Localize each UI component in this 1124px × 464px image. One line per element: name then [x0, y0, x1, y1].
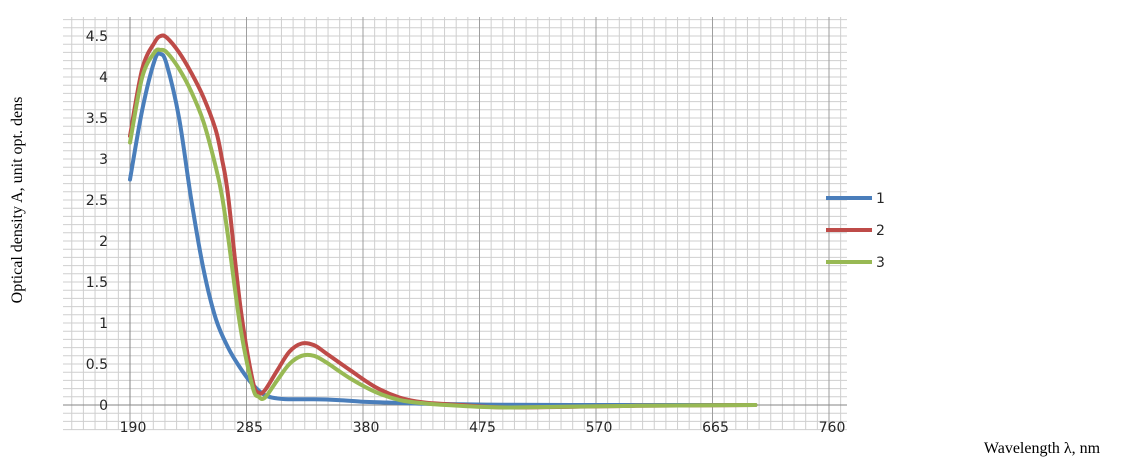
y-tick-label: 0	[99, 398, 108, 414]
grid-lines	[63, 17, 847, 431]
legend-label-1: 1	[876, 191, 885, 207]
series-line-3	[128, 47, 758, 410]
y-tick-label: 3	[99, 152, 108, 168]
x-tick-label: 190	[120, 420, 147, 436]
y-tick-label: 1.5	[86, 275, 108, 291]
legend-label-3: 3	[876, 255, 885, 271]
series-line-2	[128, 33, 758, 410]
tick-labels: 0 0.5 1 1.5 2 2.5 3 3.5 4 4.5 190 285 380 475 570 665 76…	[86, 29, 846, 436]
x-axis-title: Wavelength λ, nm	[984, 440, 1101, 457]
x-tick-label: 380	[353, 420, 380, 436]
y-tick-label: 0.5	[86, 357, 108, 373]
y-tick-label: 1	[99, 316, 108, 332]
y-tick-label: 3.5	[86, 111, 108, 127]
series-lines	[128, 33, 758, 410]
y-tick-label: 4	[99, 70, 108, 86]
y-tick-label: 2	[99, 234, 108, 250]
series-line-1	[128, 51, 758, 408]
x-tick-label: 760	[819, 420, 846, 436]
legend: 1 2 3	[826, 191, 885, 271]
x-tick-label: 475	[469, 420, 496, 436]
y-tick-label: 4.5	[86, 29, 108, 45]
y-tick-label: 2.5	[86, 193, 108, 209]
x-tick-label: 665	[702, 420, 729, 436]
y-axis-title: Optical density A, unit opt. dens	[9, 97, 26, 304]
legend-label-2: 2	[876, 223, 885, 239]
x-tick-label: 570	[586, 420, 613, 436]
x-tick-label: 285	[236, 420, 263, 436]
